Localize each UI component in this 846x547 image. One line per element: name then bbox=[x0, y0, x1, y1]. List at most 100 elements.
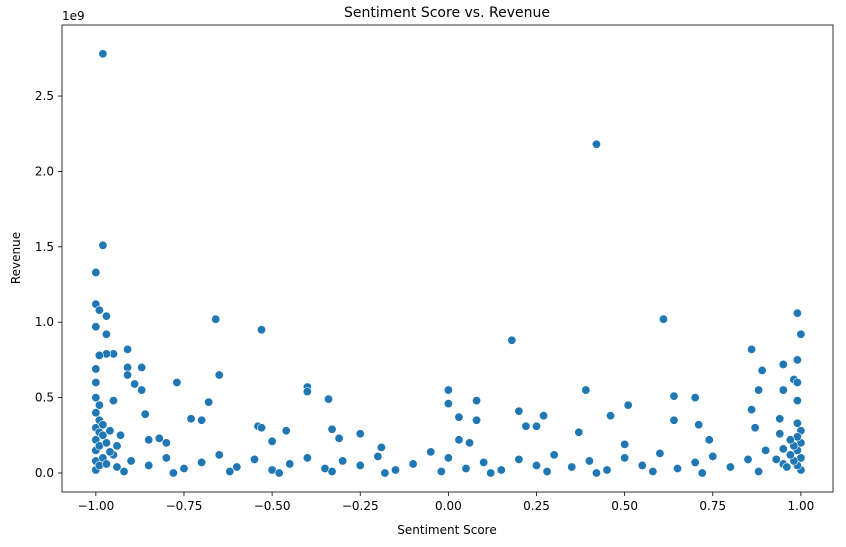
point bbox=[161, 438, 171, 448]
point bbox=[355, 460, 365, 470]
point bbox=[436, 466, 446, 476]
point bbox=[581, 385, 591, 395]
point bbox=[658, 314, 668, 324]
point bbox=[161, 453, 171, 463]
point bbox=[454, 435, 464, 445]
point bbox=[792, 355, 802, 365]
point bbox=[591, 139, 601, 149]
point bbox=[380, 468, 390, 478]
point bbox=[98, 49, 108, 59]
point bbox=[750, 423, 760, 433]
point bbox=[94, 400, 104, 410]
point bbox=[778, 359, 788, 369]
point bbox=[771, 454, 781, 464]
point bbox=[123, 344, 133, 354]
point bbox=[606, 411, 616, 421]
point bbox=[214, 370, 224, 380]
point bbox=[140, 409, 150, 419]
point bbox=[778, 385, 788, 395]
point bbox=[91, 322, 101, 332]
x-tick-label: 1.00 bbox=[788, 499, 815, 513]
x-axis-label: Sentiment Score bbox=[397, 523, 496, 537]
y-tick-label: 2.0 bbox=[35, 164, 54, 178]
point bbox=[472, 396, 482, 406]
point bbox=[123, 370, 133, 380]
point bbox=[186, 414, 196, 424]
point bbox=[514, 454, 524, 464]
point bbox=[690, 393, 700, 403]
point bbox=[648, 466, 658, 476]
point bbox=[123, 362, 133, 372]
point bbox=[274, 468, 284, 478]
point bbox=[443, 385, 453, 395]
point bbox=[197, 457, 207, 467]
point bbox=[137, 385, 147, 395]
point bbox=[232, 462, 242, 472]
point bbox=[391, 465, 401, 475]
point bbox=[704, 435, 714, 445]
point bbox=[101, 311, 111, 321]
point bbox=[785, 435, 795, 445]
point bbox=[376, 442, 386, 452]
point bbox=[168, 468, 178, 478]
point bbox=[154, 433, 164, 443]
point bbox=[214, 450, 224, 460]
y-tick-label: 2.5 bbox=[35, 89, 54, 103]
point bbox=[792, 378, 802, 388]
point bbox=[623, 400, 633, 410]
point bbox=[792, 396, 802, 406]
point bbox=[747, 344, 757, 354]
point bbox=[324, 394, 334, 404]
y-offset-label: 1e9 bbox=[62, 9, 85, 23]
point bbox=[620, 453, 630, 463]
point bbox=[669, 415, 679, 425]
point bbox=[355, 429, 365, 439]
point bbox=[539, 411, 549, 421]
point bbox=[108, 396, 118, 406]
point bbox=[785, 450, 795, 460]
point bbox=[285, 459, 295, 469]
point bbox=[137, 362, 147, 372]
point bbox=[126, 456, 136, 466]
point bbox=[521, 421, 531, 431]
point bbox=[119, 466, 129, 476]
point bbox=[116, 430, 126, 440]
point bbox=[408, 459, 418, 469]
point bbox=[479, 457, 489, 467]
point bbox=[172, 378, 182, 388]
point bbox=[94, 305, 104, 315]
x-tick-label: 0.50 bbox=[611, 499, 638, 513]
point bbox=[98, 430, 108, 440]
y-axis-label: Revenue bbox=[9, 232, 23, 284]
point bbox=[620, 439, 630, 449]
point bbox=[302, 453, 312, 463]
point bbox=[281, 426, 291, 436]
point bbox=[694, 420, 704, 430]
point bbox=[105, 426, 115, 436]
point bbox=[211, 314, 221, 324]
point bbox=[775, 414, 785, 424]
point bbox=[267, 436, 277, 446]
point bbox=[197, 415, 207, 425]
point bbox=[584, 456, 594, 466]
point bbox=[98, 420, 108, 430]
point bbox=[443, 399, 453, 409]
point bbox=[373, 451, 383, 461]
point bbox=[461, 463, 471, 473]
point bbox=[257, 325, 267, 335]
point bbox=[542, 466, 552, 476]
point bbox=[567, 462, 577, 472]
point bbox=[486, 468, 496, 478]
point bbox=[514, 406, 524, 416]
point bbox=[655, 448, 665, 458]
y-tick-label: 0.5 bbox=[35, 391, 54, 405]
chart-title: Sentiment Score vs. Revenue bbox=[344, 5, 550, 21]
point bbox=[204, 397, 214, 407]
point bbox=[775, 429, 785, 439]
point bbox=[690, 457, 700, 467]
point bbox=[747, 405, 757, 415]
x-tick-label: −1.00 bbox=[77, 499, 114, 513]
point bbox=[327, 466, 337, 476]
point bbox=[792, 418, 802, 428]
point bbox=[465, 438, 475, 448]
